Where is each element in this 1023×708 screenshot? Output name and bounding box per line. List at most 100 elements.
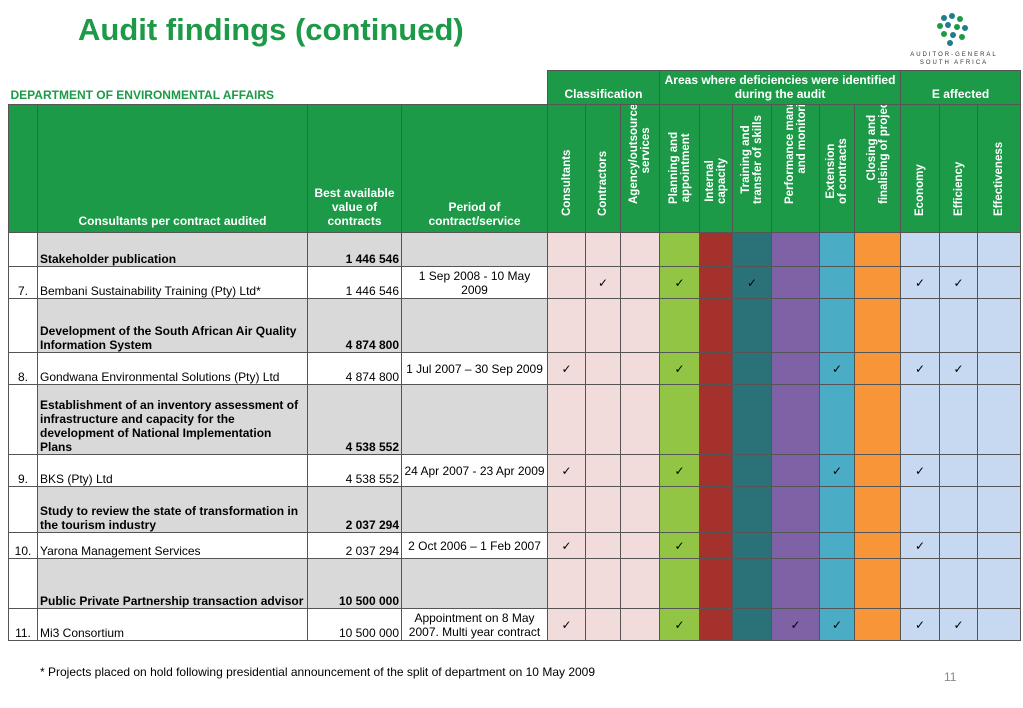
footnote: * Projects placed on hold following pres… <box>40 665 596 679</box>
section-flag-cell <box>659 486 701 533</box>
department-name: DEPARTMENT OF ENVIRONMENTAL AFFAIRS <box>10 88 275 102</box>
logo-text-line2: SOUTH AFRICA <box>919 60 989 66</box>
checkmark-icon: ✓ <box>547 608 586 641</box>
consultant-name: Mi3 Consortium <box>37 608 308 641</box>
section-flag-cell <box>771 486 821 533</box>
section-flag-cell <box>977 384 1022 455</box>
section-flag-cell <box>819 232 856 267</box>
section-flag-cell <box>977 558 1022 609</box>
row-number: 11. <box>8 608 38 641</box>
section-flag-cell <box>977 486 1022 533</box>
classification-header: Classification <box>546 70 661 105</box>
section-flag-cell <box>585 298 621 353</box>
section-flag-cell <box>659 558 701 609</box>
section-flag-cell <box>977 298 1022 353</box>
section-flag-cell <box>699 558 734 609</box>
section-flag-cell <box>732 558 773 609</box>
flag-cell <box>819 532 856 559</box>
section-flag-cell <box>659 384 701 455</box>
flag-cell <box>732 454 773 487</box>
project-total: 4 874 800 <box>307 298 402 353</box>
vertical-header: Closing and finalising of projects <box>854 104 902 233</box>
project-title: Stakeholder publication <box>37 232 308 267</box>
flag-cell <box>699 352 734 385</box>
section-flag-cell <box>585 232 621 267</box>
section-flag-cell <box>547 558 586 609</box>
checkmark-icon: ✓ <box>819 454 856 487</box>
section-flag-cell <box>585 486 621 533</box>
vertical-header-label: Internal capacity <box>704 157 729 204</box>
section-flag-cell <box>771 232 821 267</box>
section-period-cell <box>401 384 548 455</box>
section-flag-cell <box>771 558 821 609</box>
project-title: Establishment of an inventory assessment… <box>37 384 308 455</box>
flag-cell <box>699 532 734 559</box>
section-flag-cell <box>819 384 856 455</box>
vertical-header-label: Contractors <box>597 150 609 216</box>
section-flag-cell <box>732 298 773 353</box>
vertical-header-label: Effectiveness <box>993 141 1006 216</box>
vertical-header: Economy <box>900 104 941 233</box>
section-number-cell <box>8 384 38 455</box>
page-number: 11 <box>944 670 957 684</box>
vertical-header: Performance management and monitoring <box>771 104 821 233</box>
contract-value: 4 538 552 <box>307 454 402 487</box>
checkmark-icon: ✓ <box>939 352 979 385</box>
section-flag-cell <box>900 558 941 609</box>
section-number-cell <box>8 558 38 609</box>
section-flag-cell <box>699 486 734 533</box>
vertical-header: Planning and appointment <box>659 104 701 233</box>
vertical-header: Effectiveness <box>977 104 1022 233</box>
contract-period: Appointment on 8 May 2007. Multi year co… <box>401 608 548 641</box>
section-flag-cell <box>732 232 773 267</box>
contract-period: 2 Oct 2006 – 1 Feb 2007 <box>401 532 548 559</box>
vertical-header-label: Efficiency <box>952 161 965 216</box>
project-total: 1 446 546 <box>307 232 402 267</box>
checkmark-icon: ✓ <box>939 266 979 299</box>
flag-cell <box>854 532 902 559</box>
section-flag-cell <box>854 486 902 533</box>
checkmark-icon: ✓ <box>732 266 773 299</box>
section-flag-cell <box>939 384 979 455</box>
vertical-header-label: Economy <box>914 164 927 216</box>
flag-cell <box>854 352 902 385</box>
consultant-row: 11. Mi3 Consortium 10 500 000 Appointment o… <box>8 608 1022 641</box>
checkmark-icon: ✓ <box>771 608 821 641</box>
logo-emblem-icon <box>937 13 968 46</box>
section-flag-cell <box>585 384 621 455</box>
flag-cell <box>854 454 902 487</box>
flag-cell <box>977 532 1022 559</box>
section-flag-cell <box>547 232 586 267</box>
flag-cell <box>732 352 773 385</box>
checkmark-icon: ✓ <box>939 608 979 641</box>
section-flag-cell <box>900 298 941 353</box>
section-flag-cell <box>854 384 902 455</box>
flag-cell <box>699 608 734 641</box>
logo-text-line1: AUDITOR-GENERAL <box>910 52 998 58</box>
vertical-header: Efficiency <box>939 104 979 233</box>
flag-cell <box>732 532 773 559</box>
checkmark-icon: ✓ <box>900 608 941 641</box>
audit-findings-table: DEPARTMENT OF ENVIRONMENTAL AFFAIRS Clas… <box>8 70 1022 641</box>
flag-cell <box>732 608 773 641</box>
flag-cell <box>619 608 661 641</box>
consultant-row: 7. Bembani Sustainability Training (Pty) … <box>8 266 1022 299</box>
section-flag-cell <box>699 298 734 353</box>
row-number: 7. <box>8 266 38 299</box>
checkmark-icon: ✓ <box>900 532 941 559</box>
section-number-cell <box>8 486 38 533</box>
flag-cell <box>699 454 734 487</box>
flag-cell <box>854 608 902 641</box>
section-flag-cell <box>547 298 586 353</box>
vertical-header-label: Extension of contracts <box>825 138 850 204</box>
flag-cell <box>619 532 661 559</box>
project-title: Public Private Partnership transaction a… <box>37 558 308 609</box>
section-period-cell <box>401 232 548 267</box>
checkmark-icon: ✓ <box>547 454 586 487</box>
flag-cell <box>771 352 821 385</box>
section-flag-cell <box>732 384 773 455</box>
contract-value: 4 874 800 <box>307 352 402 385</box>
section-period-cell <box>401 558 548 609</box>
flag-cell <box>819 266 856 299</box>
section-flag-cell <box>771 298 821 353</box>
